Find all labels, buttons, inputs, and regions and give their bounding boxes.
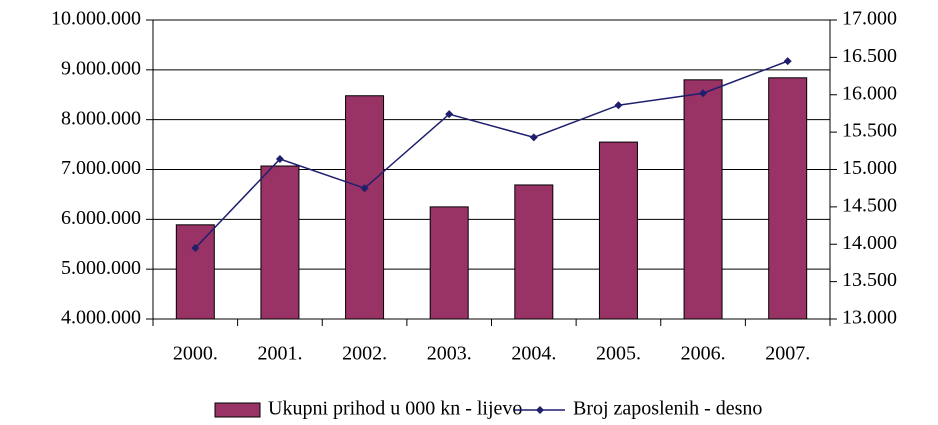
y2-tick-label: 14.500 xyxy=(842,194,897,216)
line-marker xyxy=(614,101,623,110)
bar xyxy=(598,141,638,320)
y-tick-label: 8.000.000 xyxy=(61,107,141,129)
y2-tick-label: 16.000 xyxy=(842,82,897,104)
x-tick-label: 2002. xyxy=(342,343,387,365)
bar xyxy=(514,184,554,320)
bar xyxy=(175,224,215,320)
y2-tick-label: 15.000 xyxy=(842,157,897,179)
y-tick-label: 6.000.000 xyxy=(61,207,141,229)
x-tick-label: 2006. xyxy=(681,343,726,365)
y2-tick-label: 16.500 xyxy=(842,45,897,67)
x-tick-label: 2003. xyxy=(427,343,472,365)
y-tick-label: 10.000.000 xyxy=(51,8,141,30)
bar xyxy=(683,79,723,320)
line-marker xyxy=(783,57,792,66)
line-marker xyxy=(275,155,284,164)
y2-tick-label: 17.000 xyxy=(842,8,897,30)
line-marker xyxy=(699,89,708,98)
line-marker xyxy=(529,133,538,142)
line xyxy=(194,60,788,249)
y2-tick-label: 14.000 xyxy=(842,232,897,254)
bar xyxy=(260,165,300,320)
line-marker xyxy=(191,243,200,252)
legend-marker xyxy=(536,406,544,414)
x-tick-label: 2001. xyxy=(257,343,302,365)
y-tick-label: 5.000.000 xyxy=(61,257,141,279)
x-tick-label: 2004. xyxy=(511,343,556,365)
y2-tick-label: 15.500 xyxy=(842,120,897,142)
x-tick-label: 2005. xyxy=(596,343,641,365)
y-tick-label: 9.000.000 xyxy=(61,57,141,79)
legend-label: Ukupni prihod u 000 kn - lijevo xyxy=(268,398,522,420)
y-tick-label: 4.000.000 xyxy=(61,307,141,329)
x-tick-label: 2007. xyxy=(765,343,810,365)
legend-label: Broj zaposlenih - desno xyxy=(573,398,762,420)
bar xyxy=(768,77,808,320)
bar xyxy=(345,95,385,320)
bar xyxy=(429,206,469,320)
x-tick-label: 2000. xyxy=(173,343,218,365)
line-marker xyxy=(360,184,369,193)
y2-tick-label: 13.000 xyxy=(842,307,897,329)
legend-swatch xyxy=(214,402,261,418)
y2-tick-label: 13.500 xyxy=(842,269,897,291)
y-tick-label: 7.000.000 xyxy=(61,157,141,179)
line-marker xyxy=(445,110,454,119)
